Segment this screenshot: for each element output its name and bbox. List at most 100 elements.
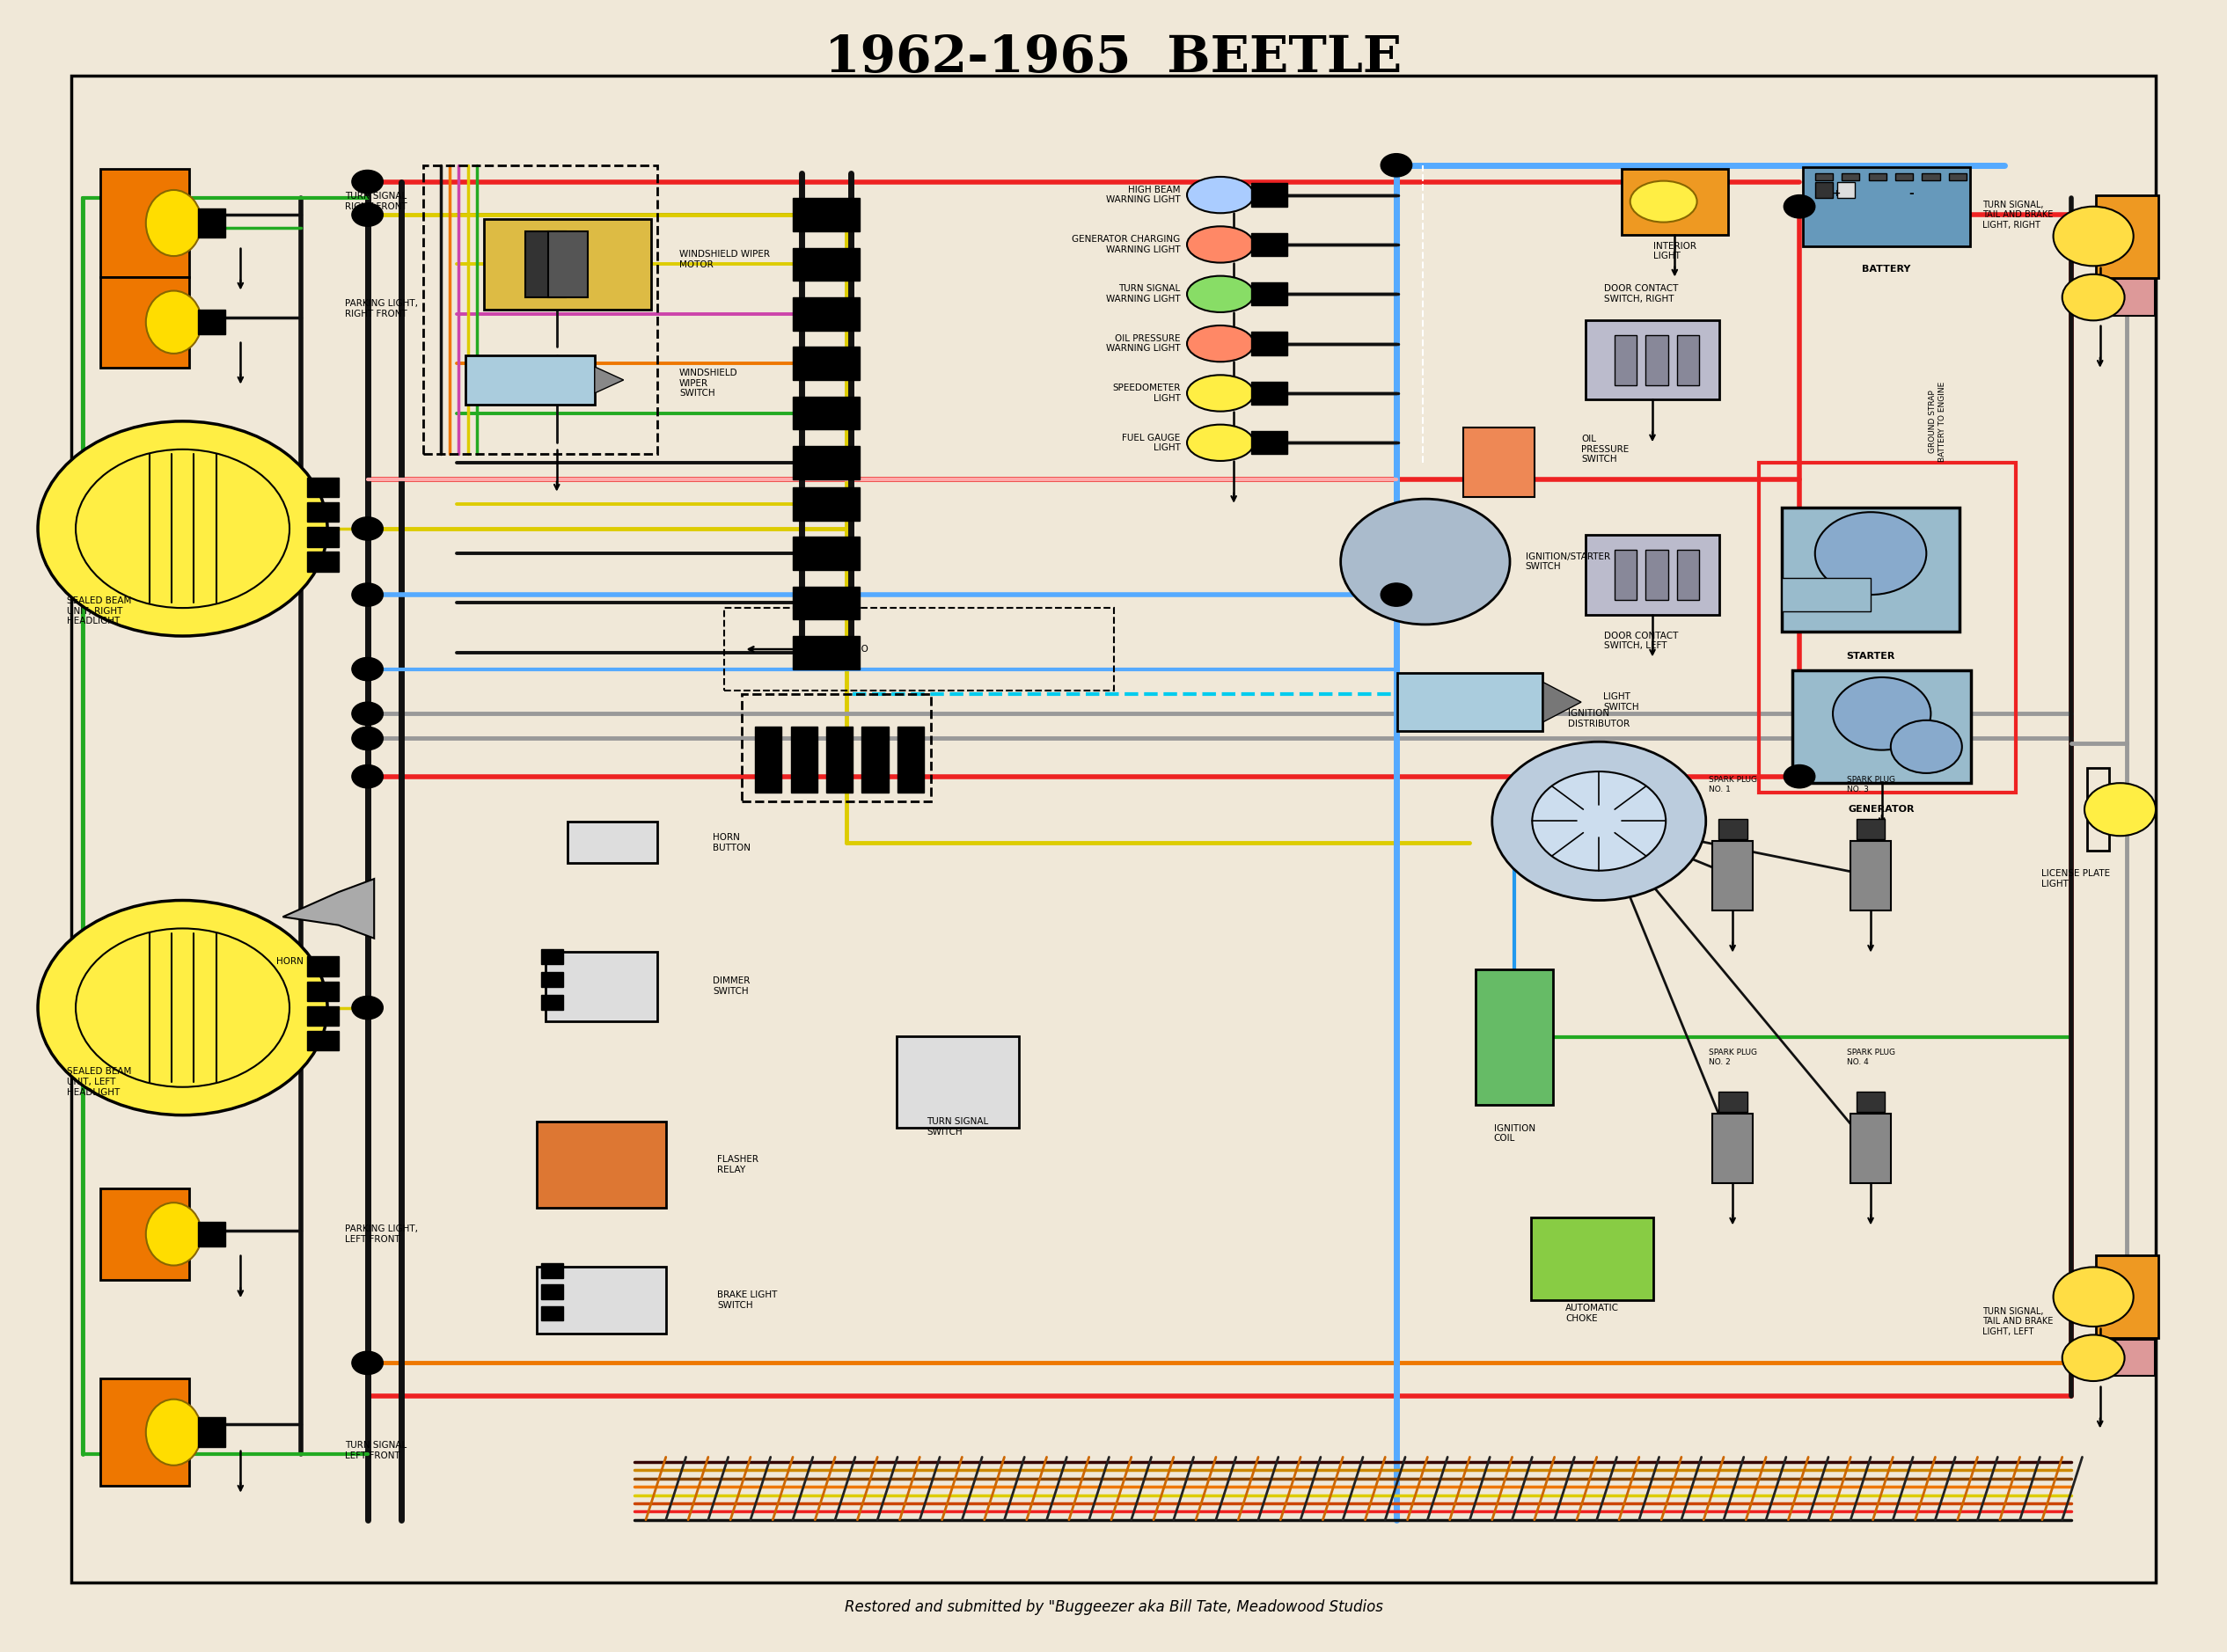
Circle shape (38, 900, 327, 1115)
Text: OIL
PRESSURE
SWITCH: OIL PRESSURE SWITCH (1581, 434, 1628, 464)
Bar (791, 727, 817, 793)
Bar (1474, 970, 1554, 1105)
Bar (1615, 550, 1637, 600)
Bar (2098, 1340, 2156, 1376)
Bar (100, 169, 189, 276)
Text: FLASHER
RELAY: FLASHER RELAY (717, 1155, 759, 1175)
Bar (793, 248, 860, 281)
Circle shape (352, 1351, 383, 1374)
Text: LIGHT
SWITCH: LIGHT SWITCH (1603, 692, 1639, 712)
Circle shape (352, 765, 383, 788)
Text: +: + (1833, 188, 1842, 198)
Circle shape (352, 702, 383, 725)
Ellipse shape (1187, 375, 1254, 411)
Circle shape (352, 170, 383, 193)
Bar (307, 1031, 339, 1051)
Bar (1646, 550, 1668, 600)
Text: HORN
BUTTON: HORN BUTTON (713, 833, 750, 852)
Text: DOOR CONTACT
SWITCH, RIGHT: DOOR CONTACT SWITCH, RIGHT (1603, 284, 1679, 304)
Circle shape (352, 727, 383, 750)
Bar (862, 727, 889, 793)
Text: IGNITION/STARTER
SWITCH: IGNITION/STARTER SWITCH (1525, 552, 1610, 572)
Text: WINDSHIELD
WIPER
SWITCH: WINDSHIELD WIPER SWITCH (679, 368, 737, 398)
Polygon shape (1543, 682, 1581, 722)
Circle shape (1532, 771, 1666, 871)
Bar (1782, 578, 1871, 611)
Bar (537, 1267, 666, 1333)
Circle shape (1891, 720, 1962, 773)
Circle shape (38, 421, 327, 636)
Bar (307, 477, 339, 497)
Bar (541, 995, 563, 1009)
Circle shape (1381, 154, 1412, 177)
Bar (307, 552, 339, 572)
Ellipse shape (147, 1399, 200, 1465)
Text: TURN SIGNAL,
TAIL AND BRAKE
LIGHT, RIGHT: TURN SIGNAL, TAIL AND BRAKE LIGHT, RIGHT (1982, 200, 2053, 230)
Bar (742, 694, 931, 801)
Bar (1895, 173, 1913, 180)
Ellipse shape (1630, 182, 1697, 221)
Bar (307, 502, 339, 522)
Text: SPEEDOMETER
LIGHT: SPEEDOMETER LIGHT (1111, 383, 1180, 403)
Circle shape (76, 928, 290, 1087)
Bar (2098, 279, 2156, 316)
Bar (526, 231, 566, 297)
Text: WINDSHIELD WIPER
MOTOR: WINDSHIELD WIPER MOTOR (679, 249, 771, 269)
Bar (307, 957, 339, 976)
Circle shape (76, 449, 290, 608)
Bar (198, 309, 225, 334)
Text: PARKING LIGHT,
LEFT FRONT: PARKING LIGHT, LEFT FRONT (345, 1224, 419, 1244)
Circle shape (1784, 195, 1815, 218)
Ellipse shape (147, 1203, 200, 1265)
Text: 1962-1965  BEETLE: 1962-1965 BEETLE (824, 33, 1403, 83)
Bar (568, 823, 657, 862)
Bar (895, 1037, 1018, 1128)
Text: DIMMER
SWITCH: DIMMER SWITCH (713, 976, 750, 996)
Bar (793, 396, 860, 430)
Bar (1621, 169, 1728, 235)
Bar (541, 971, 563, 986)
Bar (826, 727, 853, 793)
Bar (1646, 335, 1668, 385)
Text: AUTOMATIC
CHOKE: AUTOMATIC CHOKE (1566, 1303, 1619, 1323)
Bar (1804, 167, 1969, 246)
Text: SPARK PLUG
NO. 4: SPARK PLUG NO. 4 (1846, 1049, 1895, 1066)
Bar (724, 608, 1114, 691)
Text: SPARK PLUG
NO. 1: SPARK PLUG NO. 1 (1708, 776, 1757, 793)
Circle shape (352, 203, 383, 226)
Bar (1252, 282, 1287, 306)
Text: DOOR CONTACT
SWITCH, LEFT: DOOR CONTACT SWITCH, LEFT (1603, 631, 1679, 651)
Text: HORN: HORN (276, 957, 303, 966)
Ellipse shape (1187, 425, 1254, 461)
Circle shape (1815, 512, 1926, 595)
Bar (1793, 671, 1971, 783)
Bar (2096, 195, 2158, 278)
Circle shape (352, 657, 383, 681)
Bar (1399, 674, 1541, 730)
Text: SEALED BEAM
UNIT, LEFT
HEADLIGHT: SEALED BEAM UNIT, LEFT HEADLIGHT (67, 1067, 131, 1097)
Text: GENERATOR: GENERATOR (1848, 805, 1915, 814)
Text: FUSE
BOX: FUSE BOX (897, 775, 920, 795)
Circle shape (1341, 499, 1510, 624)
Circle shape (1381, 583, 1412, 606)
Ellipse shape (147, 291, 200, 354)
Bar (793, 198, 860, 231)
Text: TURN SIGNAL
WARNING LIGHT: TURN SIGNAL WARNING LIGHT (1107, 284, 1180, 304)
Text: STARTER: STARTER (1846, 651, 1895, 661)
Bar (1782, 509, 1960, 631)
Bar (541, 1264, 563, 1279)
Text: FUEL GAUGE
LIGHT: FUEL GAUGE LIGHT (1122, 433, 1180, 453)
Bar (1713, 1113, 1753, 1183)
Bar (198, 208, 225, 238)
Bar (897, 727, 924, 793)
Bar (1586, 320, 1719, 400)
Bar (1855, 819, 1884, 839)
Text: TURN SIGNAL,
TAIL AND BRAKE
LIGHT, LEFT: TURN SIGNAL, TAIL AND BRAKE LIGHT, LEFT (1982, 1307, 2053, 1336)
Circle shape (352, 996, 383, 1019)
Text: TURN SIGNAL
RIGHT FRONT: TURN SIGNAL RIGHT FRONT (345, 192, 408, 211)
Text: PARKING LIGHT,
RIGHT FRONT: PARKING LIGHT, RIGHT FRONT (345, 299, 419, 319)
Text: HIGH BEAM
WARNING LIGHT: HIGH BEAM WARNING LIGHT (1107, 185, 1180, 205)
Bar (198, 1222, 225, 1247)
Text: Restored and submitted by "Buggeezer aka Bill Tate, Meadowood Studios: Restored and submitted by "Buggeezer aka… (844, 1599, 1383, 1616)
Circle shape (2062, 274, 2125, 320)
